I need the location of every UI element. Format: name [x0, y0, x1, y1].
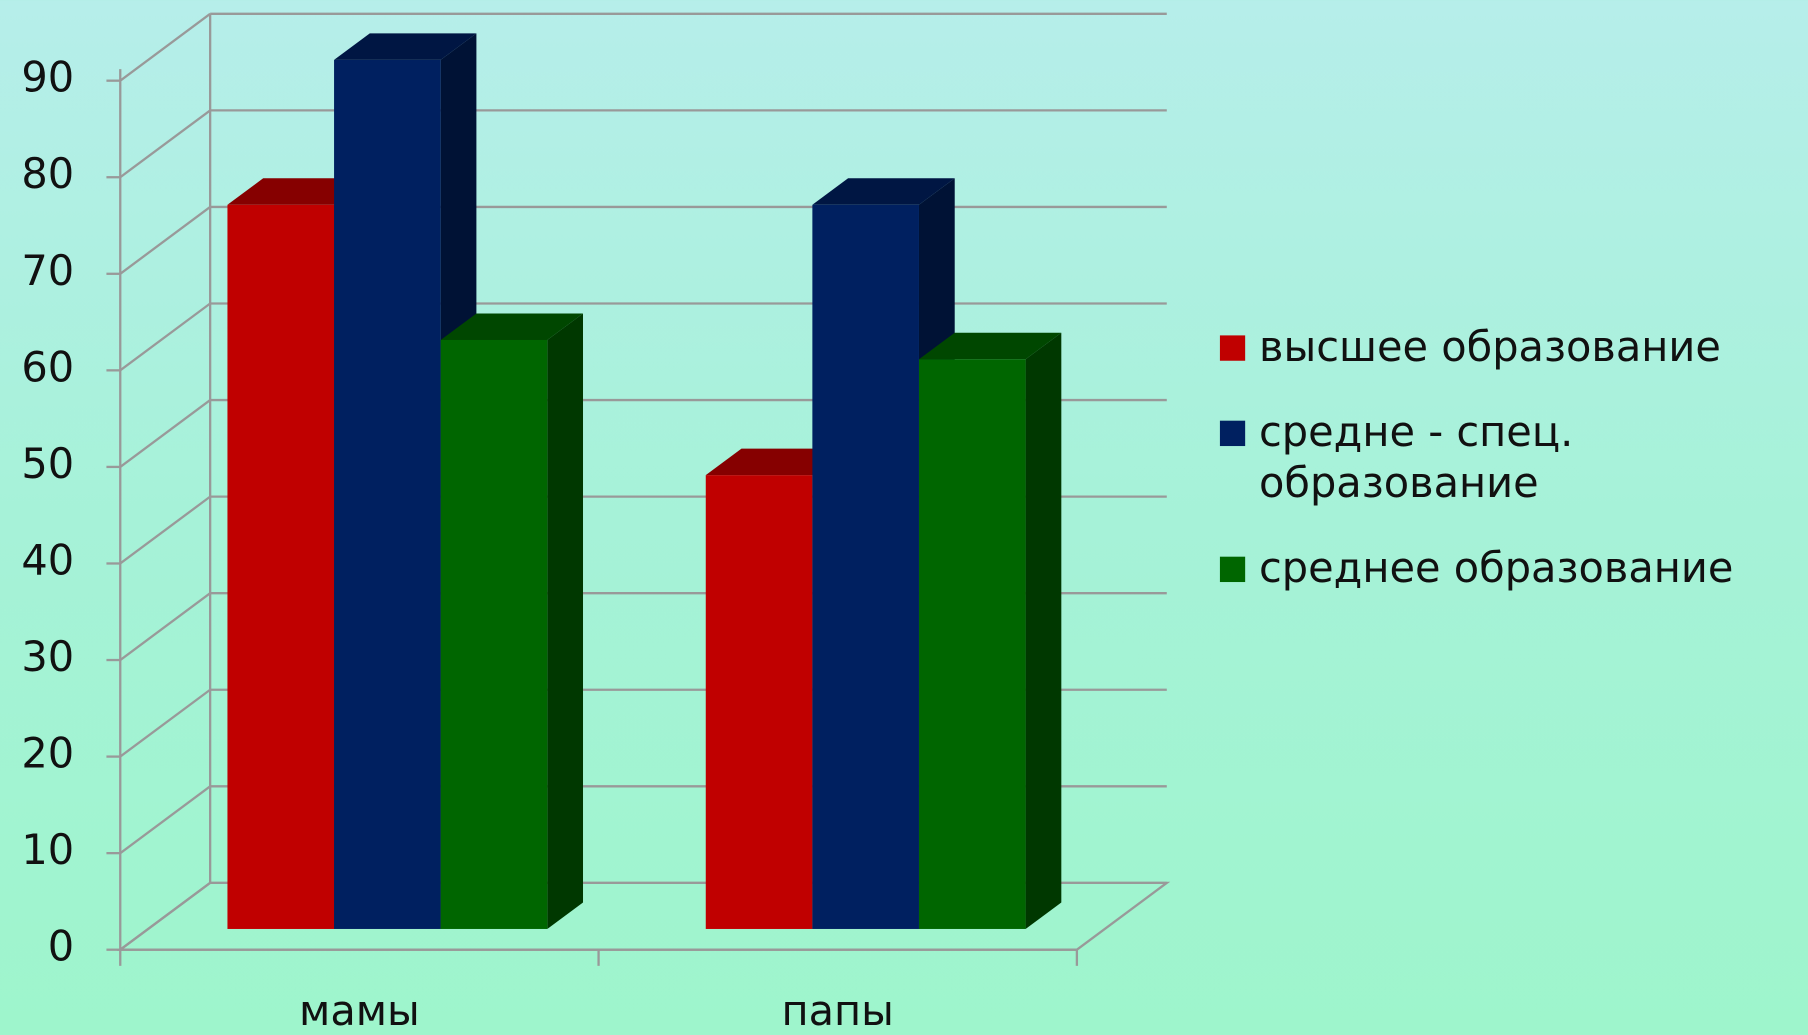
bar [705, 475, 813, 929]
bar [227, 204, 335, 929]
x-tick-label: мамы [299, 986, 420, 1035]
legend-swatch [1219, 335, 1246, 361]
y-tick-label: 80 [21, 149, 74, 198]
grid-line [119, 399, 211, 468]
bars [227, 33, 1062, 929]
y-tick-label: 90 [21, 53, 74, 102]
y-tick-label: 40 [21, 535, 74, 584]
bar-top [440, 313, 584, 340]
y-tick-label: 20 [21, 729, 74, 778]
grid-line [119, 592, 211, 661]
grid-line [119, 109, 211, 179]
bar-top [812, 178, 955, 205]
y-tick-label: 70 [21, 246, 74, 295]
grid-line [119, 206, 211, 275]
x-tick-label: папы [782, 986, 894, 1035]
legend-item: средне - спец. образование [1219, 408, 1762, 509]
legend-swatch [1219, 556, 1246, 583]
bar [440, 339, 548, 929]
legend-swatch [1219, 420, 1246, 447]
bar-top [334, 33, 477, 60]
legend: высшее образование средне - спец. образов… [1219, 323, 1762, 595]
y-tick-label: 0 [48, 922, 74, 971]
bar-side [547, 313, 584, 929]
bar-top [918, 332, 1062, 360]
bar [334, 59, 441, 929]
bar [812, 204, 919, 929]
legend-item: среднее образование [1219, 544, 1762, 595]
bar [918, 359, 1026, 929]
grid-line [119, 302, 211, 372]
grid-line [119, 688, 211, 758]
y-tick-label: 60 [21, 342, 74, 391]
legend-box: высшее образование средне - спец. образов… [1219, 323, 1762, 595]
y-tick-label: 50 [21, 439, 74, 488]
legend-label: среднее образование [1258, 545, 1734, 593]
legend-label: высшее образование [1258, 323, 1721, 372]
legend-label: средне - спец. образование [1258, 409, 1574, 508]
grid-line [119, 12, 211, 82]
grid-line [119, 785, 211, 855]
bar-side [1025, 332, 1062, 929]
grid-line [119, 495, 211, 565]
legend-item: высшее образование [1219, 323, 1762, 374]
y-tick-label: 30 [21, 632, 74, 681]
y-tick-label: 10 [21, 825, 74, 874]
grid-line [119, 881, 211, 951]
